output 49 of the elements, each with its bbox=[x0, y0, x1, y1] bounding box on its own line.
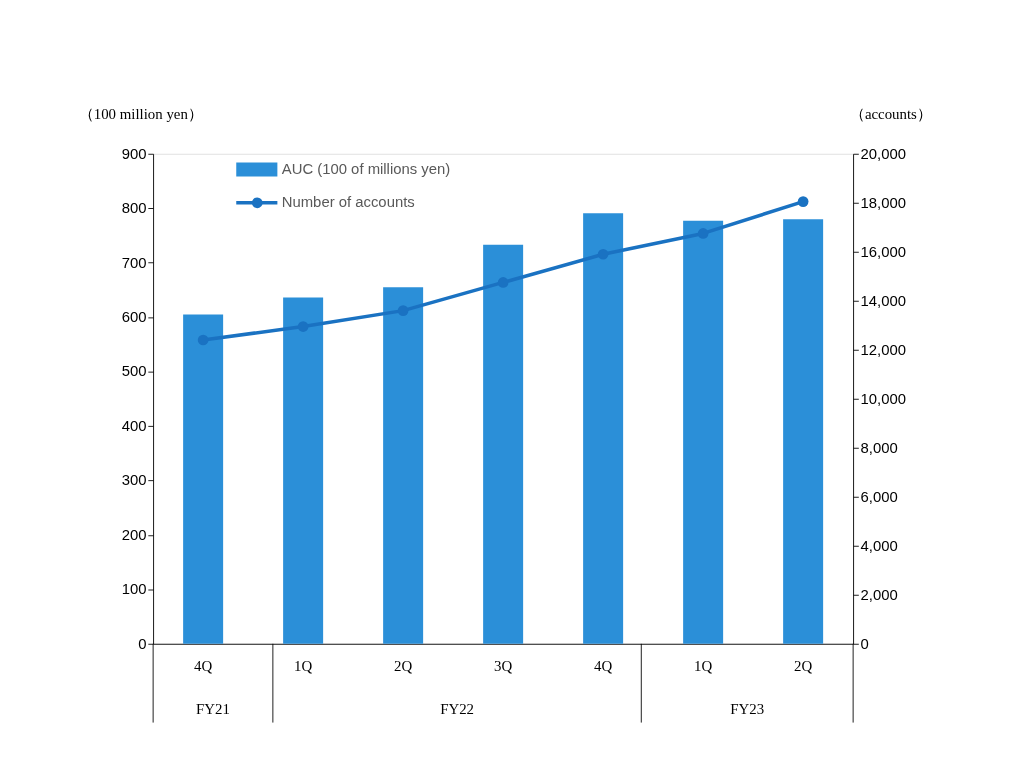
point bbox=[397, 305, 409, 316]
text: FY21 bbox=[196, 700, 230, 717]
y2-tick-label: 14,000 bbox=[860, 292, 907, 309]
point bbox=[297, 321, 309, 332]
y2-tick-label: 4,000 bbox=[860, 537, 898, 554]
bar bbox=[383, 287, 424, 644]
bar bbox=[683, 220, 724, 644]
point bbox=[597, 248, 609, 260]
bar bbox=[283, 297, 324, 644]
y-tick-label: 400 bbox=[121, 417, 147, 434]
y2-tick-label: 10,000 bbox=[860, 390, 907, 407]
y2-tick-label: 18,000 bbox=[860, 194, 907, 211]
y2-tick-label: 8,000 bbox=[860, 439, 898, 456]
y-tick-label: 500 bbox=[121, 363, 147, 380]
bar bbox=[183, 314, 224, 644]
bar bbox=[583, 213, 624, 644]
point bbox=[497, 277, 509, 288]
y-tick-label: 300 bbox=[121, 472, 147, 489]
y2-tick-label: 16,000 bbox=[860, 243, 907, 260]
x-tick-label: 2Q bbox=[794, 658, 813, 675]
y-tick-label: 600 bbox=[121, 308, 147, 325]
y2-tick-label: 6,000 bbox=[860, 488, 898, 505]
text: FY23 bbox=[730, 700, 765, 717]
legend-label: Number of accounts bbox=[281, 194, 415, 211]
x-tick-label: 2Q bbox=[394, 658, 413, 675]
y-tick-label: 0 bbox=[138, 635, 147, 652]
x-tick-label: 4Q bbox=[594, 658, 613, 675]
y-axis-title: （100 million yen） bbox=[78, 105, 203, 122]
x-tick-label: 4Q bbox=[194, 658, 213, 675]
legend-label: AUC (100 of millions yen) bbox=[281, 160, 451, 177]
y2-tick-label: 20,000 bbox=[860, 145, 907, 162]
bar bbox=[783, 219, 824, 644]
y2-tick-label: 2,000 bbox=[860, 586, 898, 603]
y-tick-label: 200 bbox=[121, 526, 147, 543]
point bbox=[697, 228, 709, 239]
y-tick-label: 100 bbox=[121, 581, 147, 598]
point bbox=[797, 196, 809, 207]
text: FY22 bbox=[440, 700, 474, 717]
y-tick-label: 900 bbox=[121, 145, 147, 162]
x-tick-label: 3Q bbox=[494, 658, 513, 675]
y2-axis-title: （accounts） bbox=[849, 105, 932, 122]
y-tick-label: 700 bbox=[121, 254, 147, 271]
x-tick-label: 1Q bbox=[694, 658, 713, 675]
x-tick-label: 1Q bbox=[294, 658, 313, 675]
point bbox=[197, 334, 209, 346]
y2-tick-label: 0 bbox=[860, 635, 869, 652]
y-tick-label: 800 bbox=[121, 200, 147, 217]
y2-tick-label: 12,000 bbox=[860, 341, 907, 358]
bar bbox=[483, 244, 524, 644]
